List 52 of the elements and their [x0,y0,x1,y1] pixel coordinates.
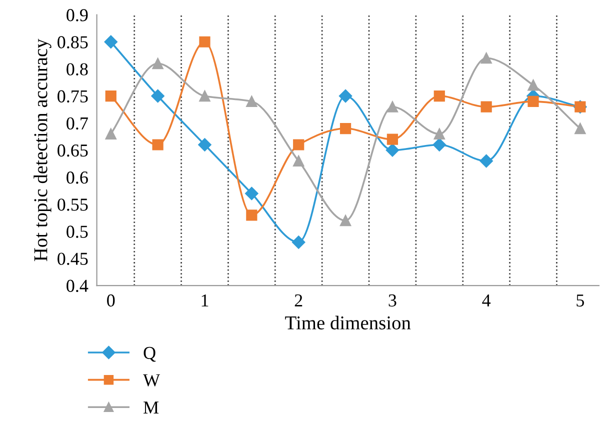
legend-label: W [143,374,160,386]
point [152,58,164,70]
point [480,52,492,64]
point [152,139,164,150]
point [198,138,212,152]
y-tick-label: 0.6 [66,171,88,184]
point [292,236,306,249]
y-tick-label: 0.55 [58,198,88,211]
x-axis-title: Time dimension [285,316,411,330]
y-tick-label: 0.85 [58,36,88,48]
point [104,35,118,48]
point [480,101,492,112]
point [199,90,210,102]
point [434,128,445,140]
point [199,36,210,48]
x-tick-label: 0 [107,294,115,307]
point [528,96,539,107]
y-tick-label: 0.65 [58,144,88,157]
point [434,90,445,102]
point [105,90,116,102]
point [340,122,352,134]
y-tick-label: 0.7 [66,117,88,130]
x-tick-label: 4 [482,294,491,306]
point [293,139,304,150]
y-tick-label: 0.45 [58,252,88,265]
legend-label: M [144,402,159,414]
x-tick-label: 2 [294,294,302,306]
y-tick-label: 0.5 [66,226,88,238]
y-axis-title: Hot topic detection accuracy [34,38,52,262]
y-tick-label: 0.9 [66,9,88,22]
point [246,210,258,221]
point [574,122,586,134]
point [386,134,398,145]
point [151,89,164,103]
point [338,89,352,103]
legend-label: Q [144,346,156,362]
point [480,154,493,168]
point [528,80,539,91]
point [386,144,400,157]
point [386,101,398,112]
point [293,155,304,167]
point [245,186,258,200]
x-tick-label: 1 [202,294,208,306]
y-tick-label: 0.75 [58,90,88,103]
x-tick-label: 5 [576,294,584,307]
point [246,96,258,107]
point [105,128,116,140]
y-tick-label: 0.8 [66,63,88,76]
y-tick-label: 0.4 [66,280,88,292]
point [432,138,446,152]
point [340,214,352,226]
x-tick-label: 3 [388,294,396,307]
